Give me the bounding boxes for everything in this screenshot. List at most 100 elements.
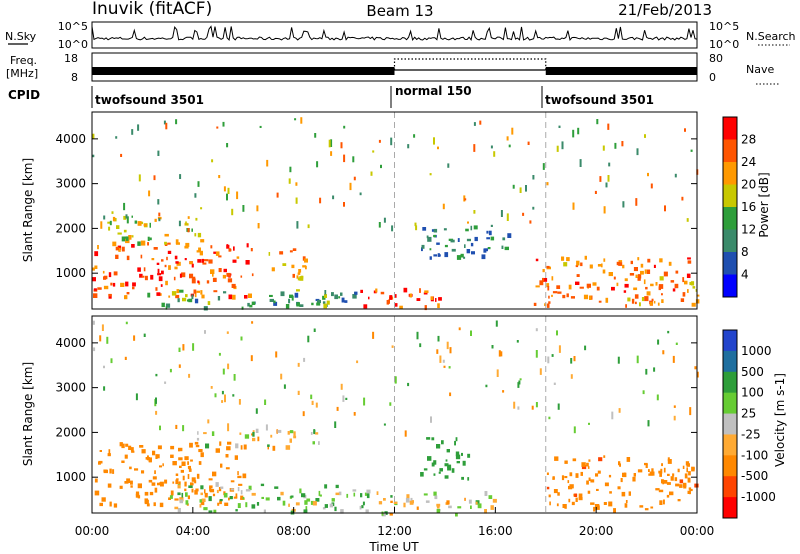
echo-cell — [318, 490, 321, 496]
echo-cell — [616, 261, 621, 266]
echo-cell — [178, 481, 181, 485]
echo-cell — [168, 265, 171, 270]
echo-cell — [223, 492, 228, 498]
echo-cell — [112, 282, 116, 287]
echo-cell — [455, 512, 458, 517]
echo-cell — [103, 276, 107, 280]
echo-cell — [106, 336, 109, 344]
echo-cell — [356, 360, 359, 364]
echo-cell — [174, 498, 179, 501]
echo-cell — [125, 236, 129, 241]
echo-cell — [92, 267, 95, 271]
echo-cell — [623, 472, 626, 475]
echo-cell — [650, 283, 654, 287]
echo-cell — [147, 292, 151, 298]
echo-cell — [579, 286, 584, 289]
echo-cell — [493, 151, 496, 157]
echo-cell — [425, 500, 430, 503]
echo-cell — [172, 461, 177, 466]
echo-cell — [289, 294, 293, 298]
echo-cell — [491, 345, 494, 349]
velocity-colorbar-tick: -1000 — [741, 490, 776, 504]
echo-cell — [168, 497, 171, 500]
echo-cell — [250, 248, 253, 252]
echo-cell — [342, 395, 345, 402]
echo-cell — [466, 249, 471, 254]
echo-cell — [353, 492, 356, 497]
echo-cell — [190, 482, 194, 486]
echo-cell — [442, 359, 445, 363]
echo-cell — [161, 270, 164, 275]
echo-cell — [616, 282, 619, 287]
echo-cell — [341, 297, 345, 303]
echo-cell — [163, 120, 166, 125]
freq-label-1: Freq. — [10, 54, 37, 67]
power-colorbar-swatch — [723, 207, 737, 230]
velocity-colorbar-swatch — [723, 455, 737, 477]
echo-cell — [126, 478, 131, 483]
echo-cell — [340, 142, 343, 149]
echo-cell — [586, 283, 591, 288]
echo-cell — [659, 276, 664, 281]
velocity-colorbar-label: Velocity [m s-1] — [773, 373, 787, 467]
echo-cell — [326, 300, 330, 305]
echo-cell — [464, 497, 466, 501]
echo-cell — [477, 503, 482, 509]
echo-cell — [217, 502, 220, 506]
echo-cell — [618, 461, 621, 466]
echo-cell — [574, 493, 577, 497]
xtick-label: 04:00 — [176, 524, 211, 538]
echo-cell — [484, 248, 488, 252]
echo-cell — [223, 186, 226, 192]
echo-cell — [125, 321, 128, 325]
echo-cell — [475, 501, 478, 505]
echo-cell — [152, 450, 156, 456]
echo-cell — [312, 501, 317, 506]
echo-cell — [175, 294, 180, 299]
echo-cell — [416, 298, 421, 301]
ytick-label: 3000 — [55, 177, 86, 191]
echo-cell — [181, 272, 186, 278]
echo-cell — [636, 355, 639, 364]
echo-cell — [427, 236, 432, 242]
echo-cell — [228, 497, 230, 501]
echo-cell — [657, 339, 660, 345]
echo-cell — [681, 196, 684, 201]
echo-cell — [467, 453, 471, 458]
echo-cell — [219, 441, 222, 446]
echo-cell — [203, 507, 208, 511]
echo-cell — [383, 498, 386, 501]
echo-cell — [599, 176, 602, 182]
echo-cell — [561, 475, 565, 481]
echo-cell — [427, 456, 432, 461]
echo-cell — [363, 397, 366, 406]
echo-cell — [287, 431, 290, 435]
ytick-label: 4000 — [55, 336, 86, 350]
echo-cell — [131, 235, 134, 238]
echo-cell — [184, 258, 187, 261]
echo-cell — [630, 260, 633, 265]
echo-cell — [310, 394, 313, 400]
echo-cell — [636, 148, 639, 156]
echo-cell — [338, 491, 342, 496]
echo-cell — [307, 224, 310, 229]
echo-cell — [458, 327, 461, 331]
echo-cell — [635, 274, 638, 278]
xtick-label: 16:00 — [478, 524, 513, 538]
echo-cell — [586, 480, 589, 485]
echo-cell — [200, 485, 204, 490]
echo-cell — [517, 406, 520, 410]
echo-cell — [182, 297, 187, 302]
echo-cell — [436, 503, 441, 507]
velocity-colorbar-frame — [722, 329, 738, 519]
echo-cell — [324, 290, 327, 295]
echo-cell — [479, 120, 482, 125]
echo-cell — [372, 331, 375, 339]
echo-cell — [486, 237, 490, 240]
echo-cell — [251, 504, 256, 509]
echo-cell — [644, 296, 649, 302]
echo-cell — [687, 257, 691, 260]
echo-cell — [444, 475, 449, 479]
echo-cell — [340, 383, 343, 390]
